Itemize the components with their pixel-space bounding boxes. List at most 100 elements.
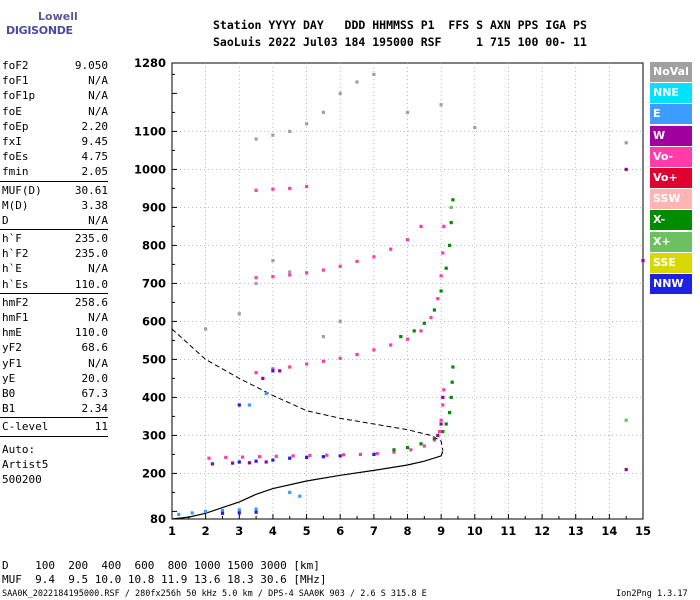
echo-point-vo- <box>338 356 342 360</box>
param-row: B1 2.34 <box>0 401 112 416</box>
echo-point-nnw <box>338 454 342 458</box>
param-name: D <box>2 213 9 227</box>
param-row: hmE 110.0 <box>0 325 112 340</box>
echo-point-w <box>441 395 445 399</box>
echo-point-vo- <box>439 274 443 278</box>
legend-item-x-: X- <box>650 210 692 231</box>
autoscaling-info: Auto: <box>2 442 36 456</box>
echo-point-e <box>264 392 268 396</box>
echo-point-w <box>247 461 251 465</box>
echo-point-x- <box>449 395 453 399</box>
echo-point-vo- <box>409 448 413 452</box>
footer-info: SAA0K_2022184195000.RSF / 280fx256h 50 k… <box>2 589 427 599</box>
param-name: B1 <box>2 402 16 416</box>
param-value: 235.0 <box>74 232 108 246</box>
param-value: 2.05 <box>81 165 109 179</box>
param-name: hmF1 <box>2 311 29 324</box>
echo-point-noval <box>355 80 359 84</box>
echo-point-vo- <box>436 297 440 301</box>
legend-item-vo-: Vo+ <box>650 168 692 188</box>
param-name: h`F2 <box>2 247 29 261</box>
header-line2: SaoLuis 2022 Jul03 184 195000 RSF 1 715 … <box>213 35 587 49</box>
echo-point-vo- <box>419 329 423 333</box>
echo-point-x- <box>399 335 403 339</box>
x-tick-label: 12 <box>534 524 550 538</box>
echo-point-e <box>177 512 181 516</box>
echo-point-noval <box>338 91 342 95</box>
echo-point-vo- <box>305 184 309 189</box>
echo-point-vo- <box>439 418 443 422</box>
echo-point-vo- <box>288 186 292 190</box>
echo-point-vo- <box>288 273 292 277</box>
param-value: 110.0 <box>74 326 108 340</box>
param-value: N/A <box>88 311 108 324</box>
y-tick-label: 1100 <box>134 124 166 138</box>
echo-point-vo- <box>254 188 258 192</box>
echo-point-vo- <box>355 259 359 263</box>
echo-point-vo- <box>389 247 393 251</box>
autoscaling-info: Artist5 <box>2 457 49 471</box>
param-name: yF1 <box>2 356 22 370</box>
param-name: h`Es <box>2 277 29 291</box>
echo-point-noval <box>237 312 241 316</box>
param-name: foE <box>2 104 22 118</box>
param-name: yE <box>2 371 16 385</box>
param-name: h`F <box>2 232 22 246</box>
param-name: hmE <box>2 326 22 340</box>
param-value: 110.0 <box>74 277 108 291</box>
param-row: foEp 2.20 <box>0 119 112 134</box>
param-divider <box>0 180 112 183</box>
param-row: MUF(D) 30.61 <box>0 183 112 198</box>
echo-point-nnw <box>372 452 376 456</box>
param-name: hmF2 <box>2 295 29 309</box>
param-name: fmin <box>2 165 29 179</box>
x-tick-label: 8 <box>403 524 411 538</box>
param-value: 2.34 <box>81 402 109 416</box>
header-line1: Station YYYY DAY DDD HHMMSS P1 FFS S AXN… <box>213 18 587 32</box>
param-value: 30.61 <box>74 183 108 197</box>
echo-point-vo- <box>321 268 325 272</box>
echo-point-x- <box>448 411 452 415</box>
param-value: N/A <box>88 74 108 88</box>
echo-point-nnw <box>305 455 309 459</box>
echo-point-x- <box>624 141 628 145</box>
echo-point-vo- <box>338 264 342 268</box>
echo-point-vo- <box>419 224 423 228</box>
y-tick-label: 1280 <box>134 56 166 70</box>
x-tick-label: 6 <box>336 524 344 538</box>
echo-point-e <box>288 490 292 494</box>
echo-point-x- <box>449 205 453 209</box>
echo-point-nnw <box>321 455 325 459</box>
x-tick-label: 2 <box>202 524 210 538</box>
echo-point-noval <box>305 122 309 126</box>
param-name: foEp <box>2 119 29 133</box>
param-divider <box>0 435 112 438</box>
x-tick-label: 13 <box>568 524 584 538</box>
lowell-digisonde-logo: Lowell DIGISONDE <box>6 6 78 42</box>
param-row: C-level 11 <box>0 419 112 434</box>
x-tick-label: 1 <box>168 524 176 538</box>
param-row: yF2 68.6 <box>0 340 112 355</box>
param-name: C-level <box>2 420 49 434</box>
echo-point-w <box>624 167 628 171</box>
param-row: yE 20.0 <box>0 371 112 386</box>
echo-point-vo- <box>437 430 442 434</box>
param-row: D N/A <box>0 213 112 228</box>
param-name: M(D) <box>2 198 29 212</box>
echo-point-vo- <box>372 255 376 259</box>
echo-point-nnw <box>271 458 275 462</box>
echo-point-w <box>210 462 214 466</box>
profile-dashed-curve <box>171 328 444 451</box>
echo-point-vo- <box>375 452 379 456</box>
echo-point-x- <box>439 289 443 293</box>
echo-point-vo- <box>271 187 275 191</box>
param-row: hmF2 258.6 <box>0 295 112 310</box>
echo-point-noval <box>473 126 477 130</box>
echo-point-nnw <box>237 403 241 407</box>
echo-point-noval <box>405 110 410 114</box>
echo-point-noval <box>254 281 258 285</box>
legend-item-nne: NNE <box>650 83 692 104</box>
echo-point-e <box>237 508 241 512</box>
param-name: B0 <box>2 386 16 400</box>
echo-point-x- <box>444 266 448 270</box>
